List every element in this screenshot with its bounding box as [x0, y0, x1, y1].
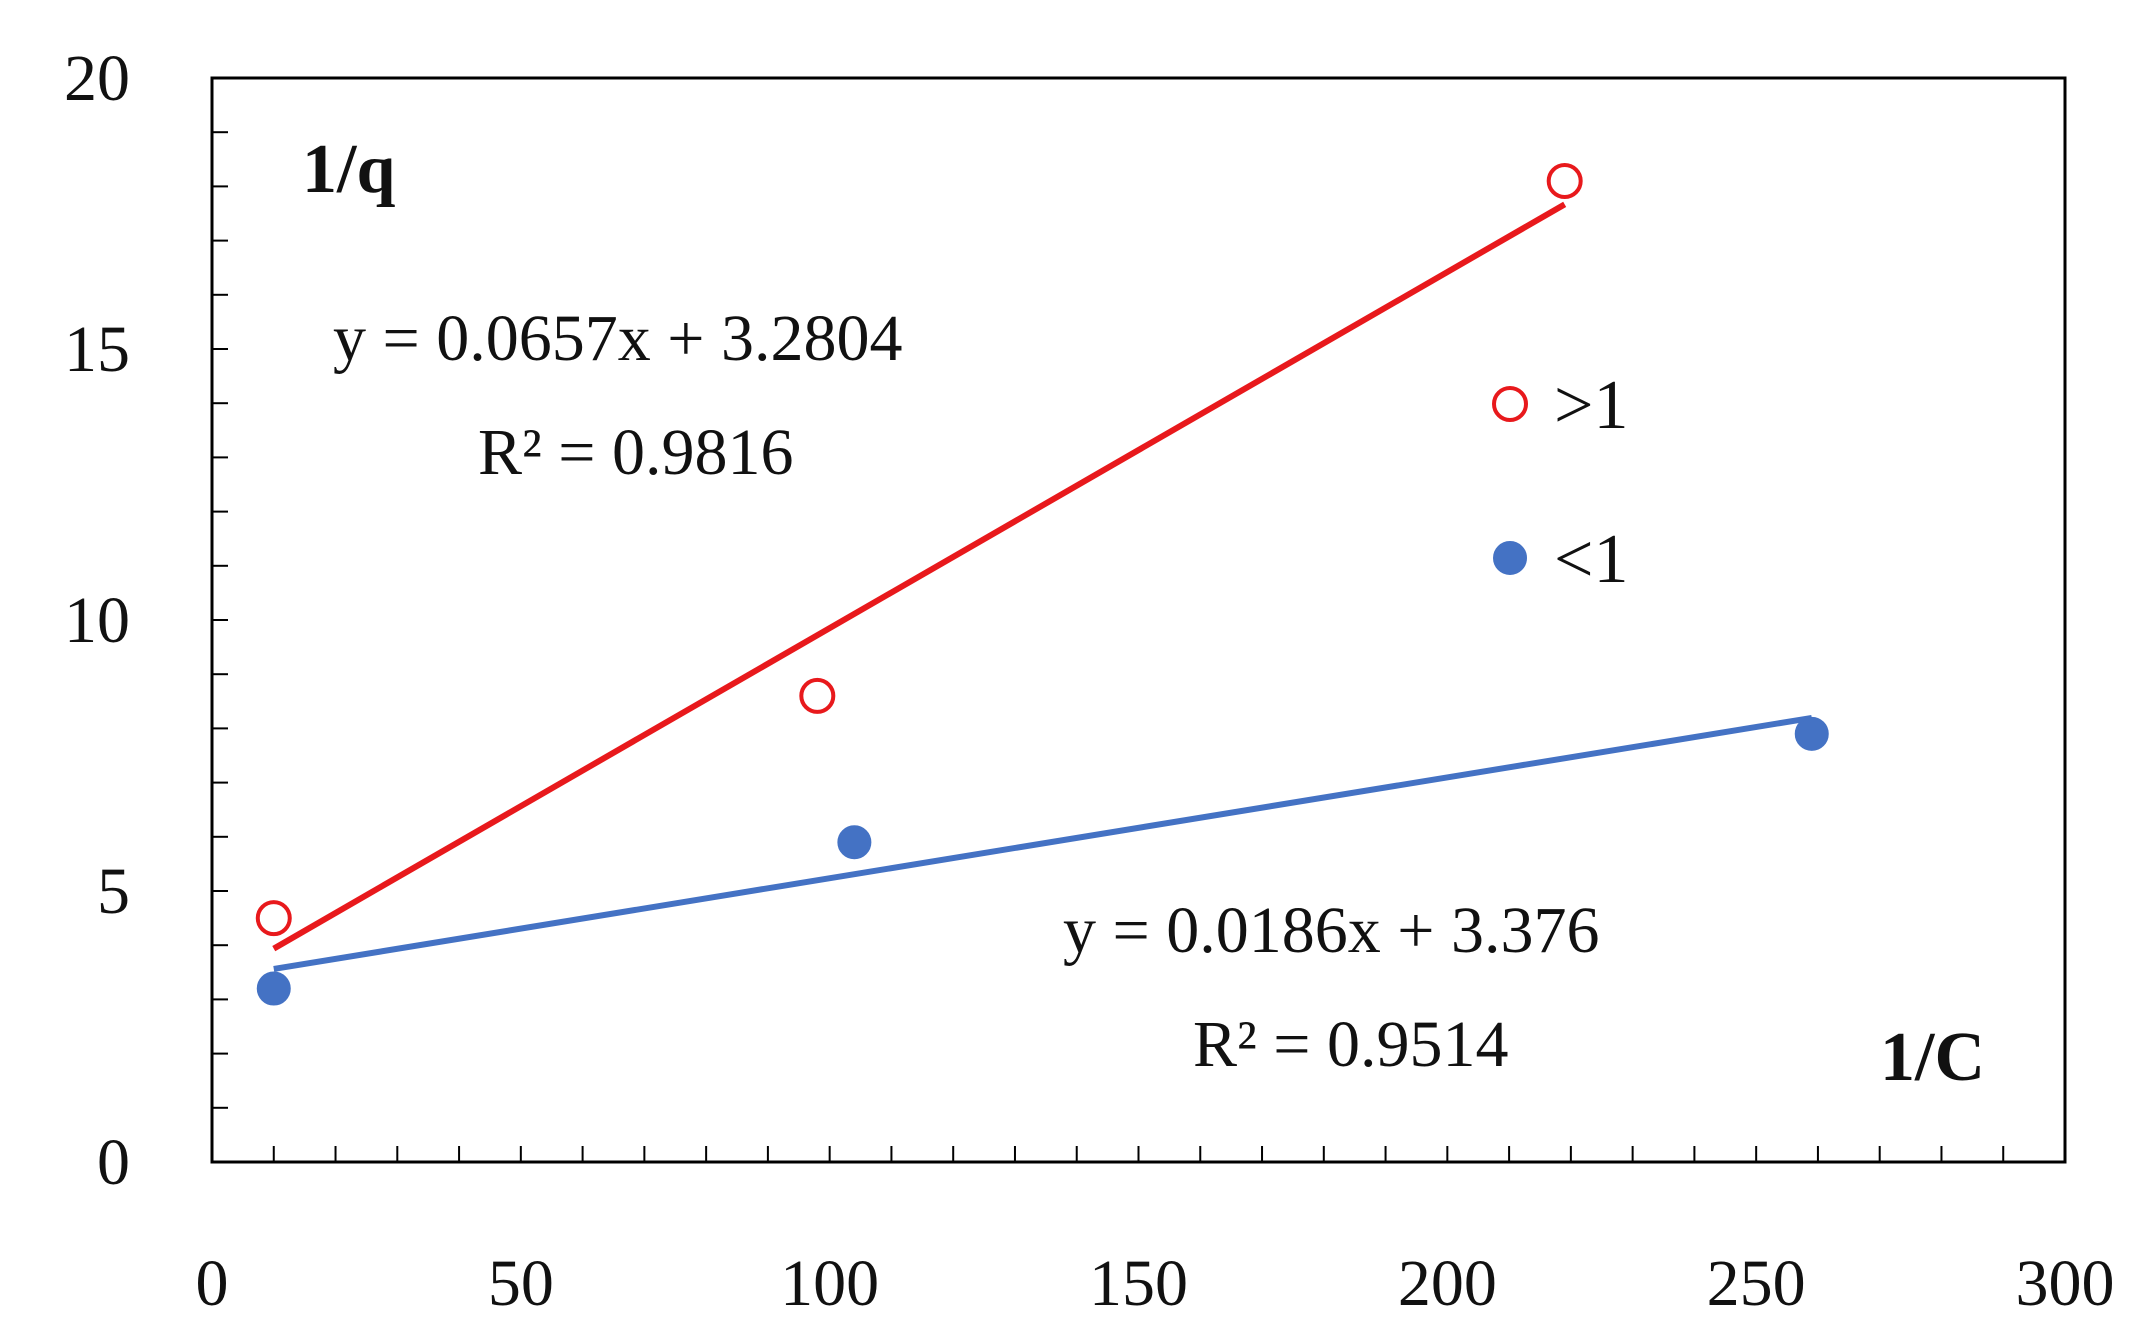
y-tick-label: 0 [97, 1126, 130, 1199]
y-tick-label: 20 [64, 42, 130, 115]
data-points [255, 162, 1829, 1006]
x-tick-labels: 0 50 100 150 200 250 300 [196, 1247, 2115, 1320]
data-point-lt1 [1794, 716, 1829, 751]
x-tick-label: 200 [1398, 1247, 1497, 1320]
x-tick-label: 300 [2016, 1247, 2115, 1320]
trendline-series-lt1 [273, 714, 1813, 972]
legend-marker-lt1 [1493, 541, 1527, 575]
y-tick-label: 10 [64, 584, 130, 657]
data-point-gt1 [255, 900, 292, 937]
y-tick-label: 15 [64, 313, 130, 386]
legend-label-gt1: >1 [1554, 367, 1628, 444]
x-tick-label: 50 [488, 1247, 554, 1320]
y-tick-labels: 0 5 10 15 20 [64, 42, 130, 1199]
x-tick-label: 100 [780, 1247, 879, 1320]
x-tick-label: 150 [1089, 1247, 1188, 1320]
r2-series-lt1: R² = 0.9514 [1193, 1008, 1509, 1081]
x-tick-label: 250 [1707, 1247, 1806, 1320]
legend-marker-gt1 [1492, 386, 1528, 422]
minor-ticks [212, 131, 2005, 1162]
data-point-lt1 [256, 971, 291, 1006]
data-point-gt1 [1546, 162, 1583, 199]
equation-series-lt1: y = 0.0186x + 3.376 [1063, 894, 1599, 967]
data-point-lt1 [837, 825, 872, 860]
trendline-series-gt1 [272, 201, 1567, 952]
data-point-gt1 [799, 677, 836, 714]
plot-frame [210, 76, 2067, 1164]
legend-label-lt1: <1 [1554, 521, 1628, 598]
r2-series-gt1: R² = 0.9816 [478, 416, 794, 489]
x-axis-title: 1/C [1880, 1019, 1985, 1096]
x-tick-label: 0 [196, 1247, 229, 1320]
y-axis-title: 1/q [302, 131, 395, 208]
trendlines [272, 201, 1813, 972]
equation-series-gt1: y = 0.0657x + 3.2804 [333, 302, 902, 375]
legend: >1 <1 [1492, 367, 1628, 598]
y-tick-label: 5 [97, 855, 130, 928]
